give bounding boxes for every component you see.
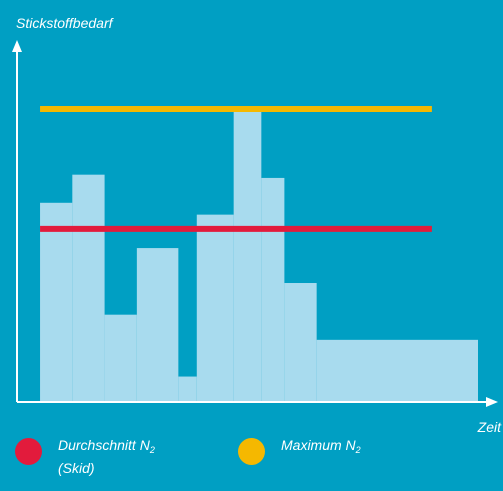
step-bar-7 xyxy=(233,108,262,403)
step-bar-1 xyxy=(40,202,73,402)
legend-label-maximum-sub: 2 xyxy=(355,445,361,455)
step-bar-2 xyxy=(72,174,105,402)
step-bar-6 xyxy=(196,214,234,402)
x-axis-label: Zeit xyxy=(477,419,501,435)
legend-label-maximum: Maximum N2 xyxy=(281,436,361,459)
legend-label-average: Durchschnitt N2 (Skid) xyxy=(58,436,155,477)
y-axis-arrow xyxy=(12,40,22,52)
legend-item-average: Durchschnitt N2 (Skid) xyxy=(15,436,155,476)
step-bar-4 xyxy=(136,248,179,402)
step-bar-8 xyxy=(261,177,285,402)
step-bar-5 xyxy=(178,376,197,402)
legend-dot-yellow xyxy=(238,438,265,465)
legend-label-average-text: Durchschnitt N xyxy=(58,437,150,453)
step-bar-10 xyxy=(316,339,478,402)
x-axis-arrow xyxy=(486,397,498,407)
legend-label-maximum-text: Maximum N xyxy=(281,437,356,453)
step-bar-3 xyxy=(104,314,137,402)
step-bar-9 xyxy=(284,283,317,402)
legend-item-maximum: Maximum N2 xyxy=(238,436,361,476)
y-axis-label: Stickstoffbedarf xyxy=(16,15,113,31)
legend-label-average-line2: (Skid) xyxy=(58,460,95,476)
legend-dot-red xyxy=(15,438,42,465)
legend-label-average-sub: 2 xyxy=(149,445,155,455)
